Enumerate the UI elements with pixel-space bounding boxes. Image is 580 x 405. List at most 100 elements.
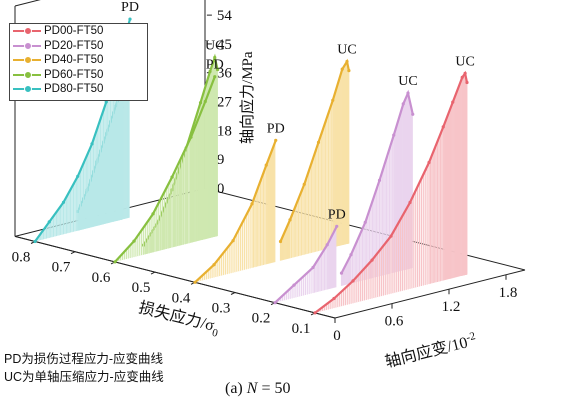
z-tick-label: 18 <box>217 123 232 139</box>
caption-variable: N <box>246 380 258 397</box>
uc-point <box>427 160 431 165</box>
uc-point <box>339 271 344 275</box>
y-tick-label: 0.7 <box>52 260 71 276</box>
uc-point <box>411 112 415 116</box>
uc-point <box>208 69 212 74</box>
x-tick-label: 1.8 <box>499 285 518 301</box>
uc-point <box>278 239 283 244</box>
uc-point <box>302 182 306 186</box>
legend-swatch <box>13 70 41 80</box>
pd-point <box>113 260 117 264</box>
uc-point <box>406 91 410 95</box>
pd-point <box>90 142 94 146</box>
uc-point <box>288 218 292 222</box>
uc-point <box>316 140 321 144</box>
pd-label: PD <box>328 207 346 222</box>
legend-label: PD60-FT50 <box>44 68 104 81</box>
uc-point <box>389 234 393 238</box>
legend-item: PD80-FT50 <box>10 82 147 97</box>
uc-point <box>198 101 203 105</box>
y-tick <box>150 271 156 275</box>
uc-point <box>370 258 374 262</box>
pd-point <box>33 239 37 244</box>
pd-label: PD <box>267 121 285 136</box>
uc-label: UC <box>455 54 474 69</box>
z-tick-label: 45 <box>217 37 232 53</box>
uc-point <box>463 71 467 75</box>
uc-point <box>408 200 412 205</box>
uc-point <box>351 279 355 283</box>
legend-item: PD60-FT50 <box>10 68 147 83</box>
z-tick-label: 27 <box>217 95 233 111</box>
pd-point <box>76 174 80 178</box>
pd-point <box>128 17 132 21</box>
y-tick <box>70 251 76 255</box>
pd-point <box>264 163 268 167</box>
uc-point <box>460 75 464 79</box>
legend-label: PD20-FT50 <box>44 39 104 52</box>
z-axis-label: 轴向应力/MPa <box>238 51 256 144</box>
pd-label: PD <box>206 58 224 73</box>
note-pd: PD为损伤过程应力-应变曲线 <box>4 352 164 366</box>
legend-label: PD40-FT50 <box>44 54 104 67</box>
pd-point <box>203 99 207 104</box>
uc-point <box>332 296 336 301</box>
pd-curve <box>194 139 277 284</box>
uc-point <box>392 133 396 137</box>
uc-point <box>377 178 382 182</box>
pd-point <box>132 239 136 243</box>
caption-suffix: = 50 <box>257 380 291 397</box>
y-tick-label: 0.1 <box>292 321 311 337</box>
uc-point <box>216 67 220 72</box>
pd-point <box>104 100 108 104</box>
uc-point <box>465 80 469 85</box>
uc-label: UC <box>398 74 417 89</box>
uc-point <box>331 98 335 102</box>
x-tick-label: 0 <box>333 328 341 344</box>
uc-point <box>349 253 353 257</box>
y-tick-label: 0.8 <box>12 250 31 266</box>
x-tick-label: 0.6 <box>385 314 404 330</box>
pd-point <box>274 138 278 142</box>
note-uc: UC为单轴压缩应力-应变曲线 <box>4 370 164 384</box>
uc-point <box>345 59 349 64</box>
pd-point <box>292 283 296 287</box>
uc-point <box>340 67 344 71</box>
pd-point <box>335 224 339 228</box>
uc-label: UC <box>205 39 224 54</box>
pd-point <box>212 263 216 267</box>
y-tick-label: 0.3 <box>212 301 231 317</box>
y-tick-label: 0.6 <box>92 270 111 286</box>
uc-point <box>313 311 317 315</box>
x-tick-label: 1.2 <box>442 299 461 315</box>
pd-point <box>61 200 66 204</box>
pd-point <box>47 220 51 224</box>
pd-point <box>189 135 193 139</box>
uc-point <box>441 125 445 129</box>
uc-point <box>401 102 405 106</box>
pd-point <box>151 212 155 216</box>
pd-point <box>325 243 329 247</box>
z-tick-label: 36 <box>217 66 233 82</box>
y-tick <box>230 292 236 295</box>
caption-prefix: (a) <box>225 380 247 397</box>
legend-label: PD80-FT50 <box>44 83 104 96</box>
x-axis-label: 轴向应变/10-2 <box>383 330 478 371</box>
pd-point <box>250 202 254 206</box>
z-tick-label: 9 <box>217 152 225 168</box>
uc-label: UC <box>337 43 356 58</box>
figure-caption: (a) N = 50 <box>225 380 290 398</box>
pd-point <box>193 280 197 284</box>
uc-point <box>347 69 351 73</box>
pd-point <box>170 175 174 179</box>
legend-item: PD00-FT50 <box>10 24 147 39</box>
legend-swatch <box>13 84 41 94</box>
legend-label: PD00-FT50 <box>44 25 104 38</box>
x-axis-line <box>334 269 526 319</box>
uc-point <box>213 55 217 60</box>
legend-swatch <box>13 26 41 36</box>
y-tick-label: 0.2 <box>252 311 271 327</box>
legend-item: PD40-FT50 <box>10 53 147 68</box>
